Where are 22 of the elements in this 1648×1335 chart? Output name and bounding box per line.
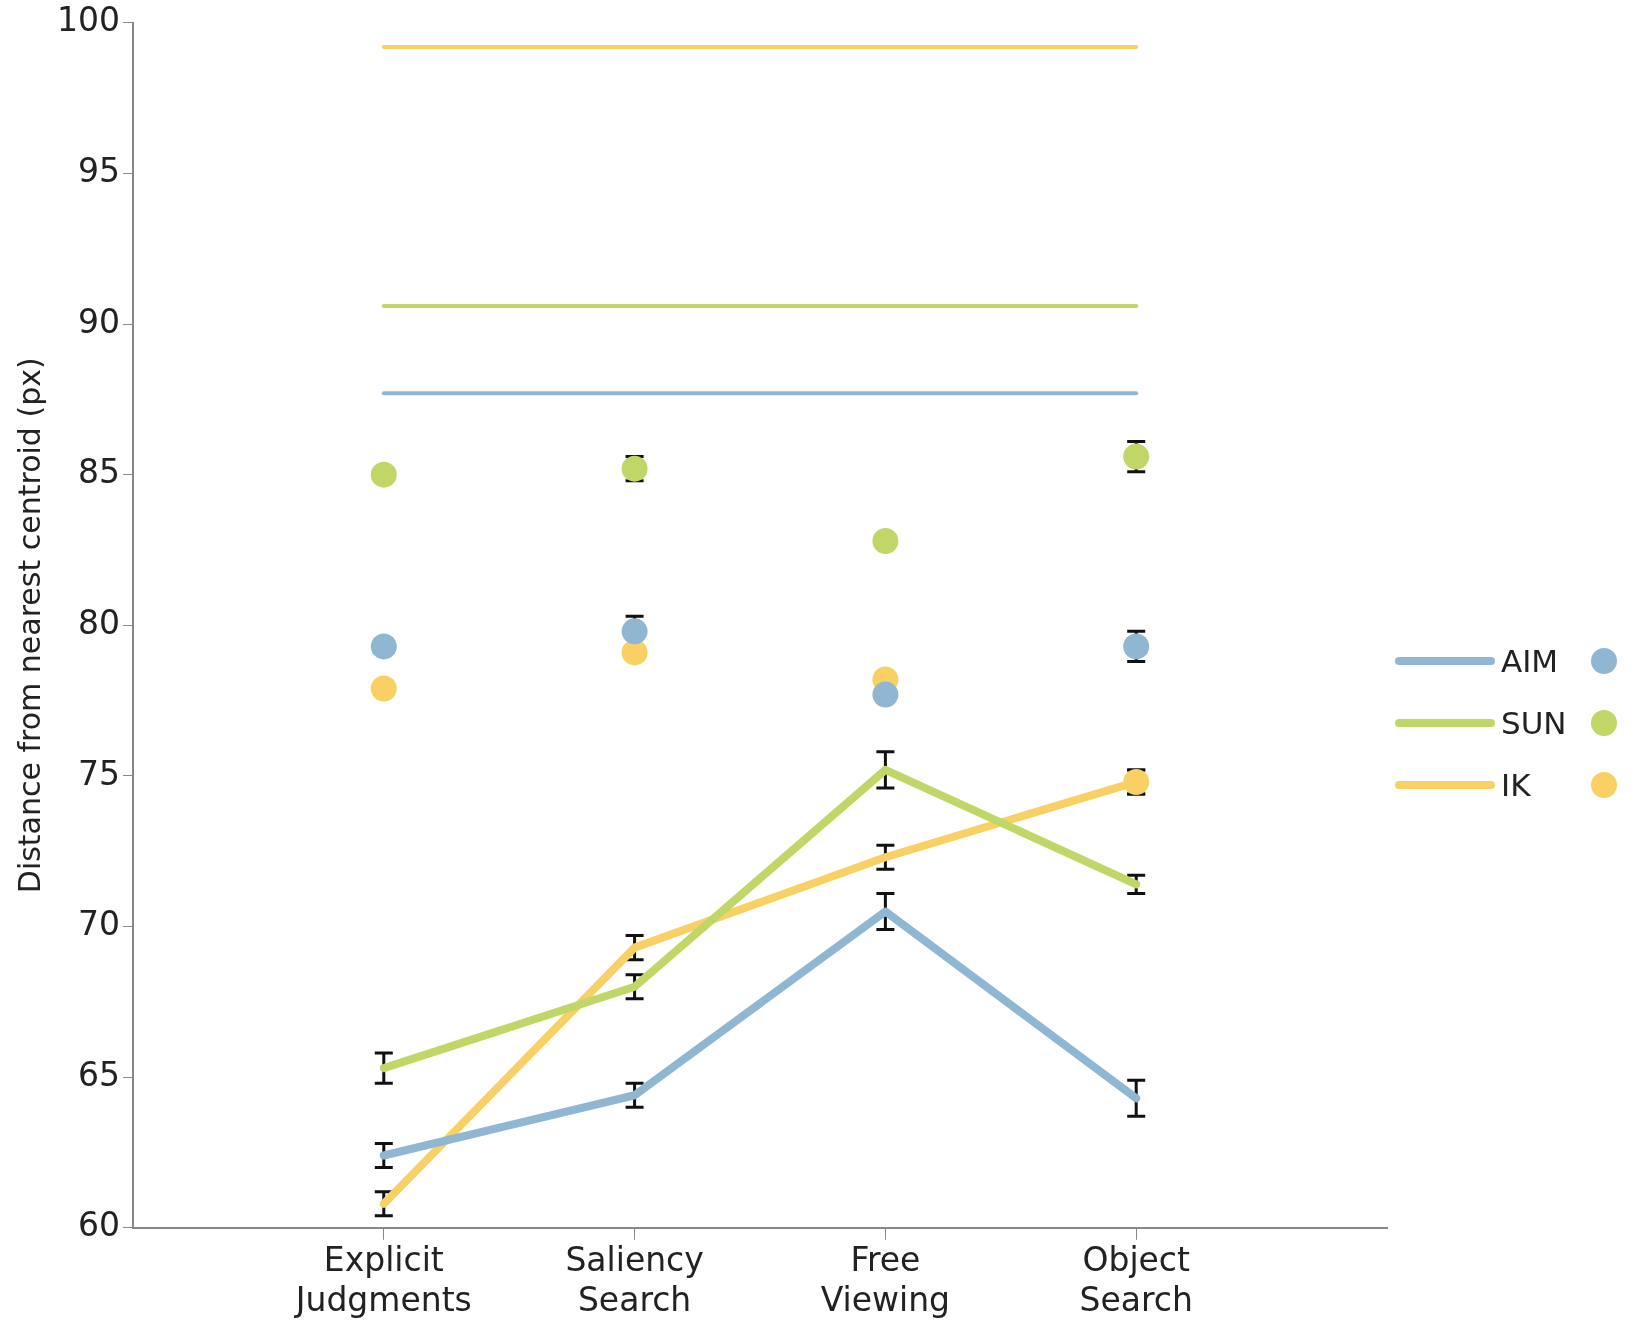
x-tick-label: Object Search — [1079, 1240, 1193, 1319]
point — [370, 461, 397, 488]
y-axis-title: Distance from nearest centroid (px) — [11, 357, 47, 894]
y-tick-label: 75 — [77, 753, 120, 793]
y-tick-label: 95 — [77, 151, 120, 190]
y-tick-label: 65 — [77, 1054, 120, 1094]
y-tick-label: 70 — [77, 904, 120, 944]
x-tick-label: Saliency Search — [565, 1240, 704, 1319]
x-tick-label: Free Viewing — [820, 1240, 951, 1319]
point — [370, 675, 397, 702]
legend-label: SUN — [1501, 705, 1568, 741]
legend-label: IK — [1501, 767, 1532, 803]
x-tick-label: Explicit Judgments — [293, 1240, 472, 1319]
point — [872, 527, 899, 554]
y-tick-label: 60 — [77, 1205, 120, 1245]
point — [370, 633, 397, 660]
y-tick-label: 85 — [77, 452, 120, 492]
legend-label: AIM — [1501, 643, 1560, 679]
y-tick-label: 90 — [77, 301, 120, 341]
y-tick-label: 80 — [77, 602, 120, 642]
y-tick-label: 100 — [56, 0, 120, 40]
point — [872, 681, 899, 708]
